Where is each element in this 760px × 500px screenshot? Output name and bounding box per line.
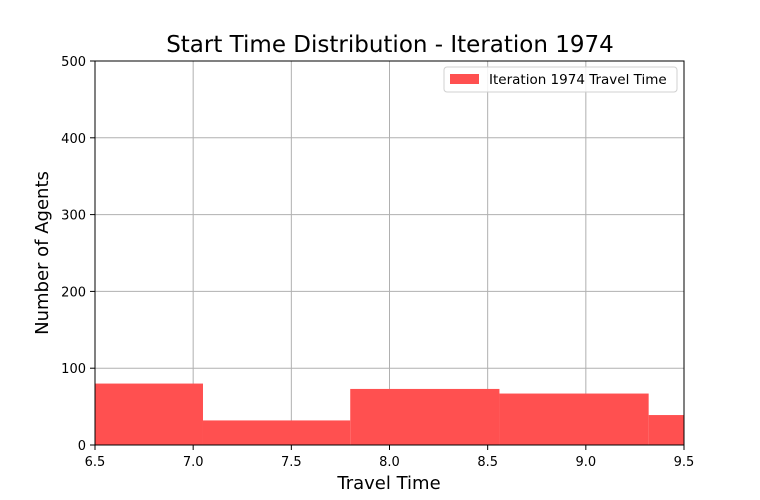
y-tick-label: 300 [61,209,86,224]
histogram-bar [499,393,649,445]
x-tick-label: 7.0 [183,455,204,470]
histogram-bar [95,383,203,445]
legend-label: Iteration 1974 Travel Time [489,72,667,88]
x-tick-label: 8.5 [477,455,498,470]
y-tick-label: 200 [61,285,86,300]
y-tick-label: 500 [61,55,86,70]
y-axis-ticks: 0 100 200 300 400 500 [61,55,95,454]
x-axis-label: Travel Time [336,473,440,494]
x-tick-label: 9.0 [575,455,596,470]
legend-box [443,66,678,93]
x-tick-label: 7.5 [281,455,302,470]
x-axis-ticks: 6.5 7.0 7.5 8.0 8.5 9.0 9.5 [85,445,695,470]
histogram-bars [95,383,684,445]
x-tick-label: 6.5 [85,455,106,470]
y-axis-label: Number of Agents [32,171,53,335]
x-tick-label: 8.0 [379,455,400,470]
histogram-bar [350,388,500,445]
x-tick-label: 9.5 [674,455,695,470]
chart-title: Start Time Distribution - Iteration 1974 [166,32,614,58]
histogram-bar [648,415,684,445]
y-tick-label: 100 [61,362,86,377]
histogram-bar [202,420,351,445]
y-tick-label: 400 [61,132,86,147]
y-tick-label: 0 [78,439,86,454]
legend-swatch [450,74,479,84]
legend: Iteration 1974 Travel Time [443,66,678,93]
